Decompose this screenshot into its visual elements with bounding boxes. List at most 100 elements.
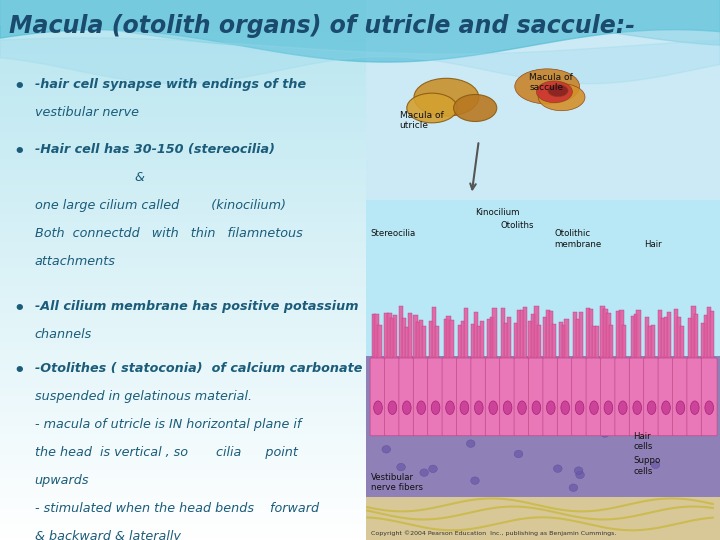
Ellipse shape	[402, 401, 411, 415]
Bar	[374, 311, 379, 359]
Text: Macula (otolith organs) of utricle and saccule:-: Macula (otolith organs) of utricle and s…	[9, 14, 634, 37]
Bar	[678, 306, 683, 359]
Bar	[672, 320, 677, 359]
Text: Macula of
saccule: Macula of saccule	[529, 73, 573, 92]
FancyBboxPatch shape	[687, 358, 703, 436]
Ellipse shape	[471, 477, 480, 484]
Ellipse shape	[397, 463, 405, 471]
Ellipse shape	[554, 465, 562, 472]
Text: upwards: upwards	[35, 474, 89, 487]
FancyBboxPatch shape	[384, 358, 400, 436]
Ellipse shape	[617, 408, 626, 415]
Bar	[603, 313, 608, 359]
Ellipse shape	[374, 401, 382, 415]
Ellipse shape	[471, 418, 480, 426]
Bar	[636, 325, 641, 359]
Bar	[494, 325, 498, 359]
Bar	[618, 321, 622, 359]
Ellipse shape	[503, 401, 512, 415]
Ellipse shape	[389, 360, 397, 367]
Ellipse shape	[572, 393, 581, 400]
FancyBboxPatch shape	[701, 358, 717, 436]
Bar	[658, 327, 662, 359]
Ellipse shape	[676, 401, 685, 415]
Ellipse shape	[561, 401, 570, 415]
Bar	[573, 325, 577, 359]
Text: one large cilium called        (kinocilium): one large cilium called (kinocilium)	[35, 199, 286, 212]
Ellipse shape	[604, 401, 613, 415]
FancyBboxPatch shape	[600, 358, 616, 436]
Bar	[508, 305, 513, 359]
Bar	[576, 307, 580, 359]
Ellipse shape	[446, 401, 454, 415]
Bar	[366, 0, 720, 540]
Ellipse shape	[662, 401, 670, 415]
Bar	[557, 320, 562, 359]
Text: Kinocilium: Kinocilium	[475, 208, 520, 217]
Bar	[480, 314, 484, 359]
Text: •: •	[13, 362, 24, 380]
Bar	[621, 305, 625, 359]
Text: attachments: attachments	[35, 255, 115, 268]
Ellipse shape	[523, 382, 531, 390]
Bar	[631, 316, 635, 359]
FancyBboxPatch shape	[442, 358, 458, 436]
Ellipse shape	[697, 379, 706, 387]
Bar	[566, 308, 570, 359]
FancyBboxPatch shape	[557, 358, 573, 436]
Ellipse shape	[435, 420, 444, 427]
Bar	[645, 307, 649, 359]
Text: - macula of utricle is IN horizontal plane if: - macula of utricle is IN horizontal pla…	[35, 418, 301, 431]
Bar	[544, 320, 549, 359]
Text: -hair cell synapse with endings of the: -hair cell synapse with endings of the	[35, 78, 306, 91]
Ellipse shape	[576, 471, 585, 478]
Ellipse shape	[698, 383, 707, 391]
Bar	[648, 310, 652, 359]
Text: Suppo
cells: Suppo cells	[634, 456, 661, 476]
Bar	[624, 312, 628, 359]
Ellipse shape	[374, 357, 382, 364]
Bar	[429, 320, 433, 359]
FancyBboxPatch shape	[644, 358, 660, 436]
Ellipse shape	[705, 401, 714, 415]
Ellipse shape	[518, 401, 526, 415]
Bar	[579, 326, 583, 359]
Bar	[518, 315, 523, 359]
Bar	[392, 307, 396, 359]
Bar	[609, 324, 613, 359]
Ellipse shape	[571, 363, 580, 371]
Text: Macula of
utricle: Macula of utricle	[400, 111, 444, 130]
Ellipse shape	[515, 69, 580, 104]
Text: Stereocilia: Stereocilia	[371, 230, 416, 239]
FancyBboxPatch shape	[399, 358, 415, 436]
Bar	[415, 325, 419, 359]
Bar	[600, 321, 605, 359]
FancyBboxPatch shape	[543, 358, 559, 436]
Bar	[503, 317, 507, 359]
Bar	[615, 323, 619, 359]
Bar	[664, 308, 668, 359]
Bar	[634, 321, 638, 359]
Ellipse shape	[408, 422, 417, 430]
Bar	[449, 315, 454, 359]
Bar	[593, 318, 598, 359]
Ellipse shape	[382, 446, 390, 453]
Bar	[488, 314, 492, 359]
Ellipse shape	[546, 401, 555, 415]
Bar	[590, 308, 595, 359]
Text: suspended in gelatinous material.: suspended in gelatinous material.	[35, 390, 251, 403]
Bar	[477, 323, 481, 359]
Ellipse shape	[575, 467, 583, 475]
Ellipse shape	[378, 365, 387, 373]
Bar	[536, 321, 540, 359]
FancyBboxPatch shape	[471, 358, 487, 436]
Bar	[485, 309, 490, 359]
Ellipse shape	[473, 418, 482, 426]
Ellipse shape	[407, 93, 457, 123]
Text: Copyright ©2004 Pearson Education  Inc., publishing as Benjamin Cummings.: Copyright ©2004 Pearson Education Inc., …	[371, 530, 616, 536]
Bar	[606, 318, 611, 359]
Ellipse shape	[688, 367, 696, 375]
Ellipse shape	[455, 399, 464, 407]
Ellipse shape	[651, 461, 660, 469]
FancyBboxPatch shape	[413, 358, 429, 436]
